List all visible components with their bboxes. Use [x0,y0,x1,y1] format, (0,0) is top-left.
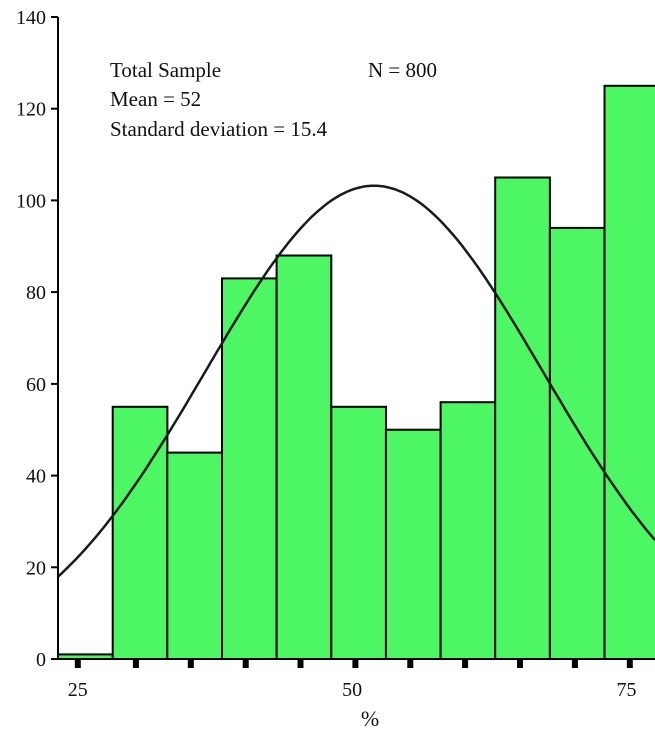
histogram-bar [111,405,169,660]
histogram-bar [384,428,442,661]
y-tick-label: 120 [16,99,46,121]
histogram-bar [221,277,278,660]
y-tick-label: 40 [26,466,46,488]
x-axis-label: % [361,706,379,730]
x-tick-mark [74,659,81,668]
y-tick-label: 100 [16,190,46,212]
annotation-standard-deviation: Standard deviation = 15.4 [110,117,328,141]
y-tick-label: 140 [16,7,46,29]
x-ticks: 25 50 75 [68,659,637,701]
y-tick-label: 80 [26,282,46,304]
y-tick-label: 20 [26,557,46,579]
x-tick-mark [132,659,139,668]
x-tick-mark [462,659,469,668]
x-tick-mark [187,659,194,668]
x-tick-label: 25 [68,679,88,701]
x-tick-mark [407,659,414,668]
x-tick-mark [517,659,523,668]
x-tick-mark [352,659,359,668]
x-tick-label: 75 [617,679,637,701]
histogram-bar [494,176,551,660]
normal-curve [57,184,655,578]
annotation-mean: Mean = 52 [110,87,201,111]
histogram-bar [603,84,655,661]
annotation-n: N = 800 [368,58,437,82]
x-tick-mark [297,659,304,668]
histogram-bar [166,451,224,660]
bars [57,84,655,661]
annotation-total-sample: Total Sample [110,58,221,82]
y-tick-label: 60 [26,374,46,396]
x-tick-mark [242,659,249,668]
x-tick-mark [571,659,578,668]
y-ticks: 0 20 40 60 80 100 120 140 [16,7,58,671]
histogram-bar [548,226,606,660]
x-tick-label: 50 [342,679,362,701]
y-tick-label: 0 [36,649,46,671]
x-tick-mark [626,659,633,668]
histogram-bar [330,405,387,660]
histogram-bar [439,401,497,660]
histogram-bar [275,254,333,660]
